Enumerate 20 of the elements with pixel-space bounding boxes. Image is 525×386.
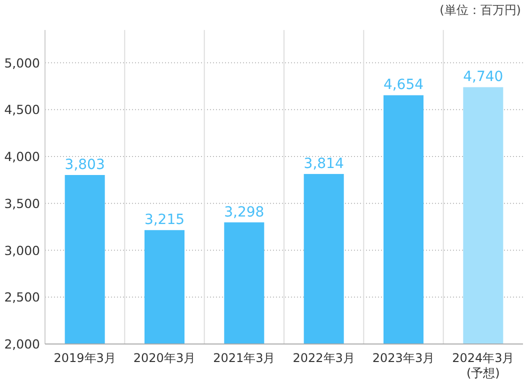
text: (単位：百万円) [440, 3, 521, 17]
x-tick-label: 2023年3月 [372, 351, 435, 365]
y-tick-label: 4,500 [4, 102, 40, 118]
data-label: 3,298 [224, 204, 264, 220]
y-tick-label: 2,000 [4, 336, 40, 352]
y-tick-label: 3,000 [4, 242, 40, 258]
x-tick-label: 2024年3月 (予想) [452, 351, 514, 380]
data-label: 4,654 [383, 77, 424, 94]
x-tick-label: 2019年3月 [54, 351, 116, 365]
y-tick-label: 3,500 [4, 196, 40, 211]
data-label: 4,740 [463, 69, 504, 86]
data-label: 3,814 [304, 156, 344, 172]
x-tick-label: 2020年3月 [133, 351, 196, 365]
data-label: 3,803 [64, 157, 105, 173]
x-tick-label: 2022年3月 [292, 351, 355, 365]
y-tick-label: 2,500 [4, 290, 40, 305]
y-tick-label: 4,000 [4, 149, 40, 164]
data-label: 3,215 [144, 212, 185, 228]
x-tick-label: 2021年3月 [213, 351, 276, 365]
y-tick-label: 5,000 [4, 55, 40, 70]
